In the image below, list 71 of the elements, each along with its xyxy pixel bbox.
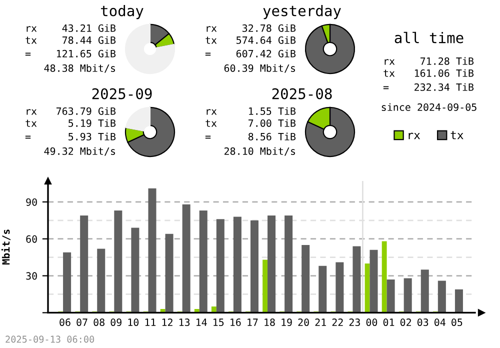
text: 5.19 TiB [68, 119, 116, 127]
text: 60.39 Mbit/s [224, 64, 296, 73]
text: 78.44 GiB [62, 36, 116, 44]
x-tick-label: 17 [248, 318, 258, 326]
text: 49.32 Mbit/s [44, 147, 116, 156]
x-tick-label: 02 [400, 318, 411, 326]
text: tx [206, 36, 217, 44]
text: 48.38 Mbit/s [44, 64, 116, 73]
x-tick-label: 05 [452, 318, 462, 326]
x-tick-label: 04 [434, 318, 446, 326]
legend-label: tx [450, 131, 464, 140]
text: 607.42 GiB [236, 50, 296, 58]
legend-label: rx [408, 132, 420, 140]
x-tick-label: 10 [128, 318, 139, 326]
text: 5.93 TiB [68, 132, 116, 140]
text: 43.21 GiB [62, 24, 116, 32]
text: tx [206, 120, 217, 127]
x-tick-label: 23 [349, 318, 360, 326]
text: tx [26, 120, 37, 127]
y-tick-label: 90 [26, 198, 37, 206]
text: tx [384, 70, 395, 77]
text: 574.64 GiB [236, 36, 296, 44]
chart-title: today [100, 4, 144, 20]
text: 7.00 TiB [248, 119, 296, 127]
text: all time [394, 32, 464, 44]
x-tick-label: 21 [315, 318, 326, 326]
text: = [205, 136, 211, 139]
text: = [383, 86, 389, 90]
x-tick-label: 12 [162, 318, 172, 326]
text: rx [26, 109, 37, 115]
y-tick-label: 30 [26, 272, 37, 280]
x-tick-label: 14 [196, 318, 207, 326]
text: rx [384, 59, 395, 65]
text: 232.34 TiB [414, 83, 474, 91]
text: 121.65 GiB [57, 50, 116, 58]
text: 2025-09-13 06:00 [6, 336, 94, 343]
text: 1.55 TiB [249, 107, 296, 115]
text: since 2024-09-05 [382, 103, 476, 111]
text: rx [206, 109, 217, 115]
text: rx [26, 26, 37, 32]
text: 32.78 GiB [242, 24, 296, 32]
chart-title: yesterday [263, 4, 341, 20]
y-axis-title: Mbit/s [1, 230, 10, 264]
x-tick-label: 20 [298, 318, 309, 326]
chart-title: 2025-08 [272, 88, 332, 100]
x-tick-label: 09 [110, 318, 122, 326]
text: = [25, 136, 31, 139]
text: rx [206, 26, 217, 32]
chart-title: 2025-09 [92, 88, 152, 100]
x-tick-label: 13 [179, 318, 190, 326]
x-tick-label: 00 [366, 318, 378, 326]
x-tick-label: 22 [332, 318, 343, 326]
text: = [205, 52, 211, 56]
x-tick-label: 15 [214, 318, 224, 326]
x-tick-label: 03 [417, 318, 428, 326]
x-tick-label: 08 [94, 318, 104, 326]
x-tick-label: 01 [383, 318, 394, 326]
text: 8.56 TiB [248, 132, 296, 140]
x-tick-label: 18 [264, 318, 275, 326]
x-tick-label: 06 [60, 318, 70, 326]
text: 71.28 TiB [420, 57, 474, 65]
x-tick-label: 11 [145, 318, 156, 326]
x-tick-label: 19 [282, 318, 292, 326]
text: = [25, 52, 31, 56]
x-tick-label: 16 [230, 318, 241, 326]
x-tick-label: 07 [76, 318, 88, 326]
y-tick-label: 60 [26, 235, 37, 243]
text: tx [26, 36, 37, 44]
text: 763.79 GiB [56, 107, 116, 115]
text: 28.10 Mbit/s [224, 147, 296, 156]
text: 161.06 TiB [415, 69, 474, 77]
